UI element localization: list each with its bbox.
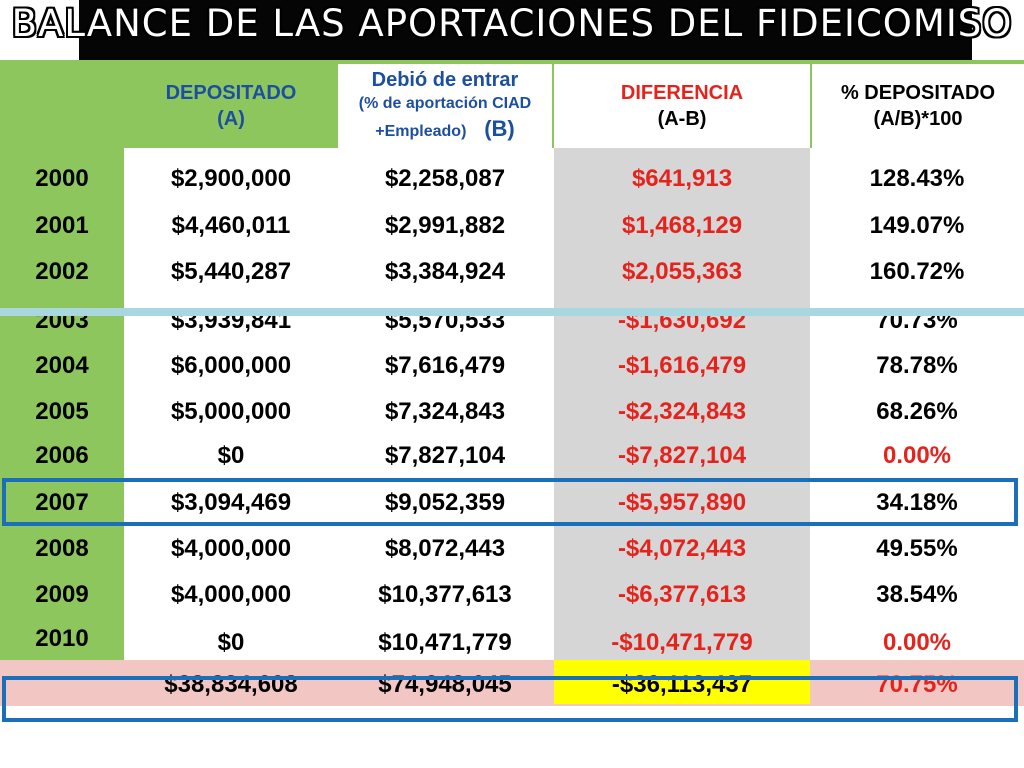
row-2007-diferencia: -$5,957,890 — [617, 489, 747, 516]
totals-diferencia-highlight — [554, 660, 810, 704]
total-diferencia: -$36,113,437 — [611, 671, 753, 698]
row-2005-porcentaje: 68.26% — [876, 398, 958, 425]
header-debio-line3: +Empleado) (B) — [375, 115, 514, 146]
row-2000-depositado: $2,900,000 — [170, 165, 292, 192]
row-2008-depositado: $4,000,000 — [170, 535, 292, 562]
header-porcentaje: % DEPOSITADO (A/B)*100 — [812, 64, 1024, 148]
table-body-background — [124, 148, 554, 660]
row-2008-diferencia: -$4,072,443 — [617, 535, 747, 562]
diferencia-column-background — [554, 148, 810, 660]
header-depositado-line1: DEPOSITADO — [165, 82, 297, 104]
row-2000-debio: $2,258,087 — [384, 165, 506, 192]
header-depositado: DEPOSITADO (A) — [124, 64, 338, 148]
row-2000-year: 2000 — [35, 165, 89, 192]
row-2002-debio: $3,384,924 — [384, 258, 506, 285]
totals-row-background — [0, 660, 1024, 706]
row-2004-depositado: $6,000,000 — [170, 352, 292, 379]
row-2010-diferencia: -$10,471,779 — [611, 629, 753, 656]
row-2003-overlay-strip — [0, 308, 1024, 316]
row-2009-depositado: $4,000,000 — [170, 581, 292, 608]
row-2005-year: 2005 — [35, 398, 89, 425]
header-debio-line3-text: +Empleado) — [375, 122, 467, 140]
row-2009-year: 2009 — [35, 581, 89, 608]
row-2001-debio: $2,991,882 — [384, 212, 506, 239]
row-2010-debio: $10,471,779 — [378, 629, 512, 656]
header-debio: Debió de entrar (% de aportación CIAD +E… — [338, 64, 552, 148]
row-2010-porcentaje: 0.00% — [882, 629, 952, 656]
row-2010-depositado: $0 — [217, 629, 245, 656]
row-2007-porcentaje: 34.18% — [876, 489, 958, 516]
row-2001-porcentaje: 149.07% — [869, 212, 965, 239]
row-2001-year: 2001 — [35, 212, 89, 239]
row-2001-diferencia: $1,468,129 — [621, 212, 743, 239]
row-2006-depositado: $0 — [217, 442, 245, 469]
row-2005-debio: $7,324,843 — [384, 398, 506, 425]
header-cell-porcentaje-background — [812, 64, 1024, 148]
row-2009-porcentaje: 38.54% — [876, 581, 958, 608]
row-2006-year: 2006 — [35, 442, 89, 469]
row-2004-porcentaje: 78.78% — [876, 352, 958, 379]
year-column-background — [0, 60, 124, 660]
row-2002-diferencia: $2,055,363 — [621, 258, 743, 285]
row-2007-debio: $9,052,359 — [384, 489, 506, 516]
total-depositado: $38,834,608 — [164, 671, 298, 698]
total-debio: $74,948,045 — [378, 671, 512, 698]
total-porcentaje: 70.75% — [876, 671, 958, 698]
row-2001-depositado: $4,460,011 — [171, 212, 291, 239]
row-2000-porcentaje: 128.43% — [869, 165, 965, 192]
header-diferencia-line1: DIFERENCIA — [620, 82, 744, 104]
row-2005-depositado: $5,000,000 — [170, 398, 292, 425]
row-2008-porcentaje: 49.55% — [876, 535, 958, 562]
row-2006-porcentaje: 0.00% — [882, 442, 952, 469]
header-diferencia-line2: (A-B) — [657, 108, 707, 130]
row-2006-diferencia: -$7,827,104 — [617, 442, 747, 469]
row-2008-year: 2008 — [35, 535, 89, 562]
header-debio-line1: Debió de entrar — [371, 68, 519, 91]
header-cell-diferencia-background — [554, 64, 810, 148]
row-2004-diferencia: -$1,616,479 — [617, 352, 747, 379]
row-2008-debio: $8,072,443 — [384, 535, 506, 562]
slide-title: BALANCE DE LAS APORTACIONES DEL FIDEICOM… — [11, 2, 1013, 45]
row-2010-year: 2010 — [35, 625, 89, 652]
header-porcentaje-line1: % DEPOSITADO — [840, 82, 996, 104]
header-debio-line3-b: (B) — [484, 115, 515, 141]
row-2002-depositado: $5,440,287 — [170, 258, 292, 285]
row-2007-depositado: $3,094,469 — [170, 489, 292, 516]
header-depositado-line2: (A) — [217, 108, 245, 130]
row-2007-year: 2007 — [35, 489, 89, 516]
row-2009-debio: $10,377,613 — [378, 581, 512, 608]
title-bar-background — [79, 0, 972, 60]
header-porcentaje-line2: (A/B)*100 — [873, 108, 963, 130]
row-2006-debio: $7,827,104 — [384, 442, 506, 469]
highlight-box-2007 — [2, 478, 1018, 526]
highlight-box-totals — [2, 676, 1018, 722]
porcentaje-column-background — [810, 148, 1024, 660]
row-2004-year: 2004 — [35, 352, 89, 379]
row-2004-debio: $7,616,479 — [384, 352, 506, 379]
row-2002-year: 2002 — [35, 258, 89, 285]
row-2002-porcentaje: 160.72% — [869, 258, 965, 285]
header-cell-debio-background — [338, 64, 552, 148]
header-diferencia: DIFERENCIA (A-B) — [554, 64, 810, 148]
row-2009-diferencia: -$6,377,613 — [617, 581, 747, 608]
row-2005-diferencia: -$2,324,843 — [617, 398, 747, 425]
header-debio-line2: (% de aportación CIAD — [358, 94, 532, 112]
row-2000-diferencia: $641,913 — [631, 165, 733, 192]
